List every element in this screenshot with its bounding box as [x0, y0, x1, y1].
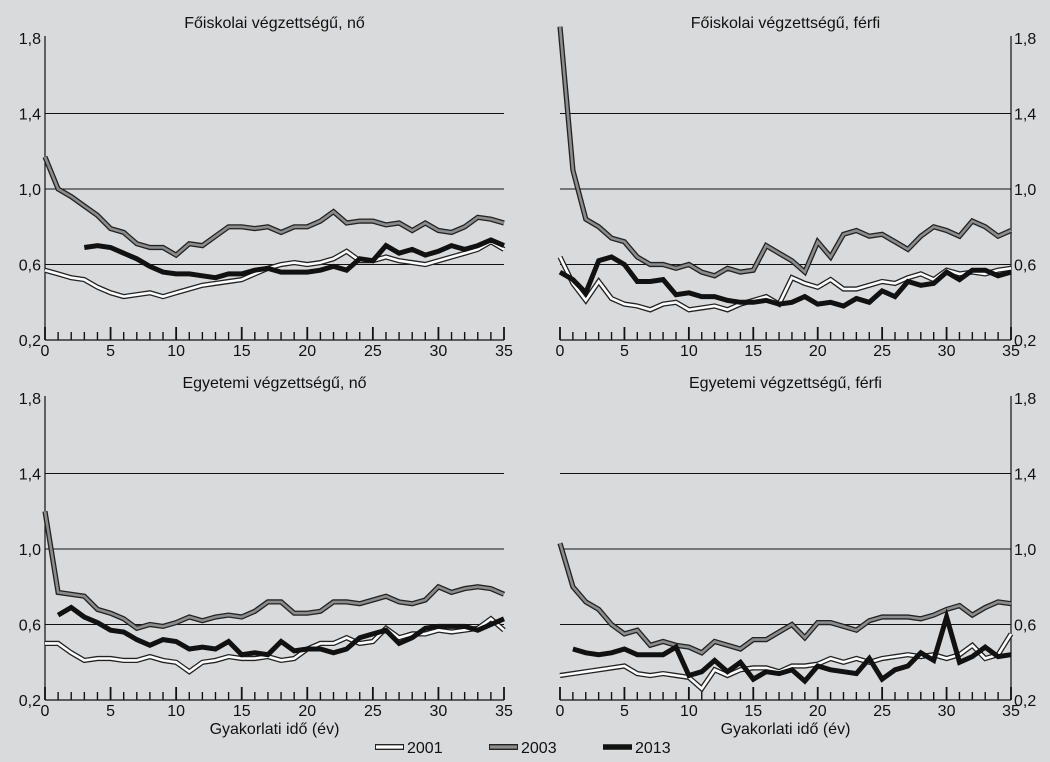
y-tick-label: 1,0 — [1014, 542, 1036, 559]
y-tick-label: 0,2 — [19, 333, 41, 350]
y-tick-label: 1,8 — [1014, 31, 1036, 48]
x-tick-label: 10 — [680, 703, 698, 720]
legend-label-2003: 2003 — [521, 740, 557, 757]
legend-label-2001: 2001 — [407, 740, 443, 757]
x-tick-label: 10 — [167, 703, 185, 720]
x-tick-label: 15 — [233, 343, 251, 360]
y-tick-label: 1,4 — [1014, 467, 1036, 484]
x-tick-label: 35 — [495, 703, 513, 720]
x-tick-label: 15 — [744, 343, 762, 360]
x-tick-label: 35 — [1002, 343, 1020, 360]
x-tick-label: 0 — [41, 703, 50, 720]
y-tick-label: 0,6 — [1014, 618, 1036, 635]
y-tick-label: 1,4 — [19, 107, 41, 124]
legend-label-2013: 2013 — [635, 740, 671, 757]
x-tick-label: 35 — [1002, 703, 1020, 720]
x-tick-label: 0 — [556, 703, 565, 720]
x-tick-label: 10 — [167, 343, 185, 360]
x-tick-label: 30 — [430, 703, 448, 720]
panel-title: Egyetemi végzettségű, férfi — [689, 375, 882, 392]
y-tick-label: 1,0 — [19, 182, 41, 199]
x-tick-label: 30 — [430, 343, 448, 360]
y-tick-label: 1,4 — [19, 467, 41, 484]
y-tick-label: 1,8 — [19, 391, 41, 408]
y-tick-label: 1,0 — [19, 542, 41, 559]
x-tick-label: 25 — [364, 343, 382, 360]
panel-title: Főiskolai végzettségű, férfi — [691, 15, 880, 32]
x-tick-label: 5 — [620, 703, 629, 720]
x-tick-label: 25 — [873, 343, 891, 360]
x-tick-label: 5 — [106, 343, 115, 360]
x-tick-label: 15 — [744, 703, 762, 720]
y-tick-label: 0,6 — [19, 618, 41, 635]
x-tick-label: 25 — [364, 703, 382, 720]
x-tick-label: 15 — [233, 703, 251, 720]
y-tick-label: 0,6 — [1014, 258, 1036, 275]
y-tick-label: 1,0 — [1014, 182, 1036, 199]
y-tick-label: 1,4 — [1014, 107, 1036, 124]
x-tick-label: 5 — [106, 703, 115, 720]
x-tick-label: 20 — [809, 343, 827, 360]
x-tick-label: 30 — [938, 703, 956, 720]
x-tick-label: 25 — [873, 703, 891, 720]
x-tick-label: 30 — [938, 343, 956, 360]
x-tick-label: 20 — [298, 343, 316, 360]
panel-title: Főiskolai végzettségű, nő — [184, 15, 365, 32]
x-tick-label: 20 — [809, 703, 827, 720]
x-tick-label: 20 — [298, 703, 316, 720]
y-tick-label: 0,2 — [19, 693, 41, 710]
x-tick-label: 5 — [620, 343, 629, 360]
y-tick-label: 1,8 — [19, 31, 41, 48]
y-tick-label: 1,8 — [1014, 391, 1036, 408]
x-tick-label: 0 — [41, 343, 50, 360]
x-axis-label: Gyakorlati idő (év) — [210, 721, 340, 738]
x-tick-label: 0 — [556, 343, 565, 360]
x-tick-label: 35 — [495, 343, 513, 360]
x-tick-label: 10 — [680, 343, 698, 360]
x-axis-label: Gyakorlati idő (év) — [721, 721, 851, 738]
panel-title: Egyetemi végzettségű, nő — [182, 375, 366, 392]
y-tick-label: 0,6 — [19, 258, 41, 275]
